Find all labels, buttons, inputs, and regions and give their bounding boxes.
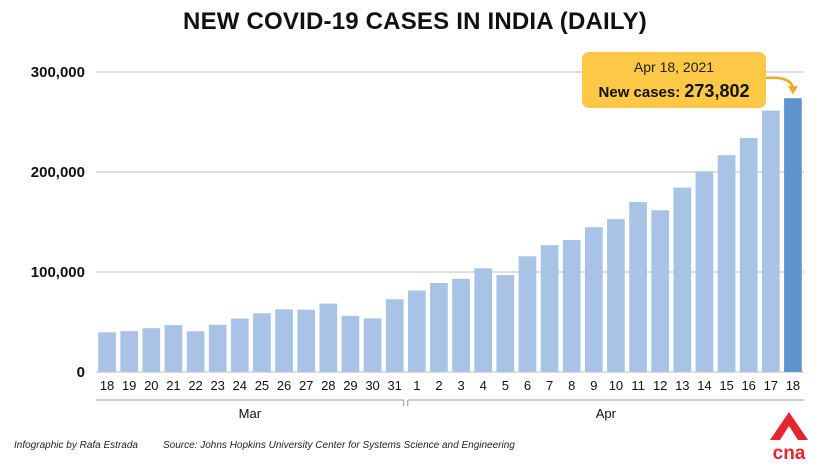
- credit-text: Infographic by Rafa Estrada: [14, 440, 138, 451]
- callout-arrowhead: [787, 86, 798, 95]
- x-tick-label: 7: [546, 378, 553, 393]
- x-tick-label: 28: [321, 378, 335, 393]
- callout-box: [582, 52, 766, 108]
- bar: [607, 219, 625, 372]
- bar: [275, 309, 293, 372]
- bar: [230, 318, 249, 372]
- x-tick-label: 19: [122, 378, 136, 393]
- bar: [120, 331, 139, 372]
- bar: [540, 245, 559, 372]
- bar: [385, 299, 404, 372]
- bar: [407, 290, 426, 372]
- bar: [584, 227, 603, 372]
- x-tick-label: 14: [697, 378, 711, 393]
- callout-value: New cases: 273,802: [599, 81, 750, 101]
- bar: [430, 283, 448, 372]
- x-tick-label: 24: [233, 378, 247, 393]
- month-label: Apr: [596, 406, 617, 421]
- callout-arrow: [765, 76, 795, 91]
- x-tick-label: 13: [675, 378, 689, 393]
- x-tick-label: 18: [786, 378, 800, 393]
- x-tick-label: 30: [365, 378, 379, 393]
- callout-number: 273,802: [684, 81, 749, 101]
- month-label: Mar: [239, 406, 262, 421]
- bar: [651, 210, 670, 372]
- x-tick-label: 6: [524, 378, 531, 393]
- svg-text:cna: cna: [773, 443, 806, 462]
- y-tick-label: 100,000: [31, 264, 85, 281]
- bar: [518, 256, 537, 372]
- x-tick-label: 17: [764, 378, 778, 393]
- bar: [717, 155, 736, 372]
- bar: [297, 309, 316, 372]
- x-tick-label: 2: [435, 378, 442, 393]
- callout-date: Apr 18, 2021: [634, 59, 714, 75]
- x-tick-label: 31: [387, 378, 401, 393]
- x-tick-label: 29: [343, 378, 357, 393]
- x-tick-label: 26: [277, 378, 291, 393]
- bar: [319, 303, 338, 372]
- x-tick-label: 15: [719, 378, 733, 393]
- bar: [363, 318, 382, 372]
- y-tick-label: 300,000: [31, 64, 85, 81]
- cna-logo-icon: cna: [770, 412, 808, 462]
- bar: [474, 268, 493, 372]
- bar: [253, 313, 271, 372]
- callout-label: New cases:: [599, 84, 685, 101]
- bar: [562, 240, 581, 372]
- bar: [496, 275, 515, 372]
- x-tick-label: 11: [631, 378, 645, 393]
- chart-title: NEW COVID-19 CASES IN INDIA (DAILY): [183, 8, 647, 35]
- bar: [98, 332, 116, 372]
- x-tick-label: 22: [188, 378, 202, 393]
- bar: [761, 110, 780, 372]
- bar: [739, 138, 758, 372]
- x-tick-label: 18: [100, 378, 114, 393]
- bar: [142, 328, 161, 372]
- source-text: Source: Johns Hopkins University Center …: [163, 440, 515, 451]
- y-tick-label: 200,000: [31, 164, 85, 181]
- x-tick-label: 4: [480, 378, 487, 393]
- x-tick-label: 12: [653, 378, 667, 393]
- bar: [695, 171, 714, 372]
- bar: [341, 315, 360, 372]
- x-tick-label: 21: [166, 378, 180, 393]
- x-tick-label: 10: [609, 378, 623, 393]
- x-tick-label: 9: [590, 378, 597, 393]
- x-tick-label: 3: [457, 378, 464, 393]
- bar: [673, 187, 692, 372]
- bar: [629, 202, 647, 372]
- bar: [164, 325, 183, 372]
- x-tick-label: 25: [255, 378, 269, 393]
- bar-highlight: [784, 98, 802, 372]
- bar: [452, 278, 470, 372]
- bar: [186, 331, 205, 372]
- bar: [208, 324, 227, 372]
- x-tick-label: 23: [210, 378, 224, 393]
- x-tick-label: 27: [299, 378, 313, 393]
- x-tick-label: 16: [741, 378, 755, 393]
- x-tick-label: 20: [144, 378, 158, 393]
- y-tick-label: 0: [77, 364, 85, 381]
- x-tick-label: 5: [502, 378, 509, 393]
- x-tick-label: 1: [413, 378, 420, 393]
- x-tick-label: 8: [568, 378, 575, 393]
